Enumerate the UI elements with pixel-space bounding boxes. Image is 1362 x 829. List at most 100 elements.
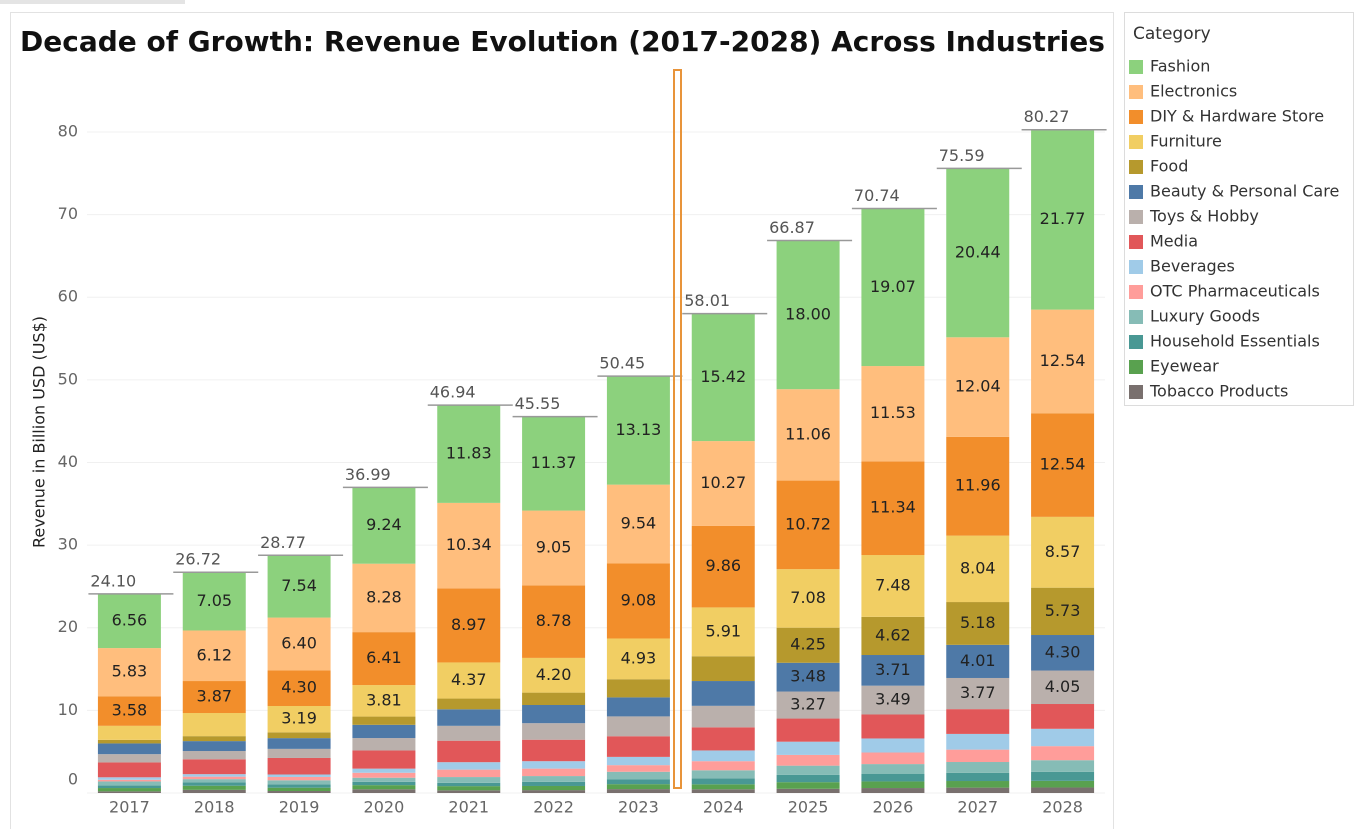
bar-segment [946,644,1010,678]
bar-segment [267,617,331,671]
segment-label: 3.58 [112,701,148,720]
legend-label: Furniture [1150,132,1222,151]
bar-segment [776,718,840,742]
bar-segment [97,743,161,755]
x-tick-label: 2024 [703,798,744,817]
bar-segment [352,563,416,633]
bar-segment [691,681,755,706]
segment-label: 12.04 [955,377,1001,396]
segment-label: 5.91 [705,621,741,640]
bar-segment [861,616,925,656]
bar-segment [352,781,416,786]
bar-segment [352,487,416,564]
segment-label: 11.53 [870,403,916,422]
segment-label: 3.87 [196,687,232,706]
y-axis-title: Revenue in Billion USD (US$) [30,316,49,548]
bar-segment [1031,516,1095,588]
bar-segment [267,774,331,777]
segment-label: 11.34 [870,498,916,517]
bar-segment [691,525,755,608]
bar-segment [606,779,670,785]
x-tick-label: 2019 [279,798,320,817]
bar-segment [437,725,501,741]
legend-swatch [1129,310,1143,324]
legend-label: Beverages [1150,257,1235,276]
segment-label: 6.56 [112,610,148,629]
bar-segment [267,738,331,749]
segment-label: 3.81 [366,690,402,709]
bar-segment [352,772,416,778]
bar-segment [267,787,331,792]
bar-segment [691,705,755,728]
bar-segment [522,790,586,793]
segment-label: 3.19 [281,709,317,728]
segment-label: 4.93 [621,648,657,667]
bar-segment [437,405,501,503]
bar-segment [522,705,586,724]
legend-swatch [1129,135,1143,149]
legend-label: Luxury Goods [1150,307,1260,326]
legend: Fashion Electronics DIY & Hardware Store Fu… [1129,57,1339,401]
bar-segment [606,789,670,793]
bar-segment [267,732,331,739]
bar-segment [182,572,246,631]
bar-segment [861,788,925,793]
bar-segment [97,696,161,726]
bar-segment [97,788,161,792]
total-label: 80.27 [1024,107,1070,126]
legend-label: Fashion [1150,57,1210,76]
y-tick-label: 60 [58,287,78,306]
bar-segment [861,366,925,462]
bar-segment [606,771,670,780]
bar-segment [1031,129,1095,310]
bar-segment [946,677,1010,710]
bar-segment [352,738,416,751]
bar-segment [522,776,586,782]
bar-segment [946,749,1010,763]
bar-segment [97,779,161,782]
legend-swatch [1129,360,1143,374]
legend-title: Category [1133,24,1211,44]
segment-label: 6.40 [281,634,317,653]
legend-swatch [1129,85,1143,99]
legend-label: Food [1150,157,1188,176]
bar-segment [1031,787,1095,793]
bar-segment [691,607,755,657]
bar-segment [776,754,840,766]
legend-label: DIY & Hardware Store [1150,107,1324,126]
legend-swatch [1129,160,1143,174]
bar-segment [267,791,331,793]
y-tick-label: 10 [58,700,78,719]
segment-label: 21.77 [1040,209,1086,228]
bar-segment [267,670,331,706]
bar-segment [861,738,925,753]
bar-segment [776,782,840,789]
bar-segment [97,754,161,763]
segment-label: 8.04 [960,558,996,577]
bar-segment [946,337,1010,437]
legend-label: Electronics [1150,82,1237,101]
bar-segment [182,741,246,752]
bar-segment [776,480,840,570]
bar-segment [861,461,925,556]
legend-label: Tobacco Products [1149,382,1288,401]
legend-label: Toys & Hobby [1149,207,1259,226]
bar-segment [182,630,246,682]
bar-segment [946,762,1010,773]
bar-segment [352,785,416,790]
x-tick-label: 2021 [448,798,489,817]
x-tick-label: 2027 [957,798,998,817]
total-label: 70.74 [854,186,900,205]
bar-segment [522,723,586,740]
grid: 0 10 20 30 40 50 60 70 80 [58,121,1105,794]
total-label: 26.72 [175,550,221,569]
segment-label: 11.06 [785,424,831,443]
bar-segment [606,756,670,766]
bar-segment [691,789,755,793]
segment-label: 9.54 [621,514,657,533]
bar-segment [522,510,586,586]
bar-segment [1031,728,1095,747]
segment-label: 7.08 [790,588,826,607]
legend-label: OTC Pharmaceuticals [1150,282,1320,301]
bar-segment [606,679,670,698]
